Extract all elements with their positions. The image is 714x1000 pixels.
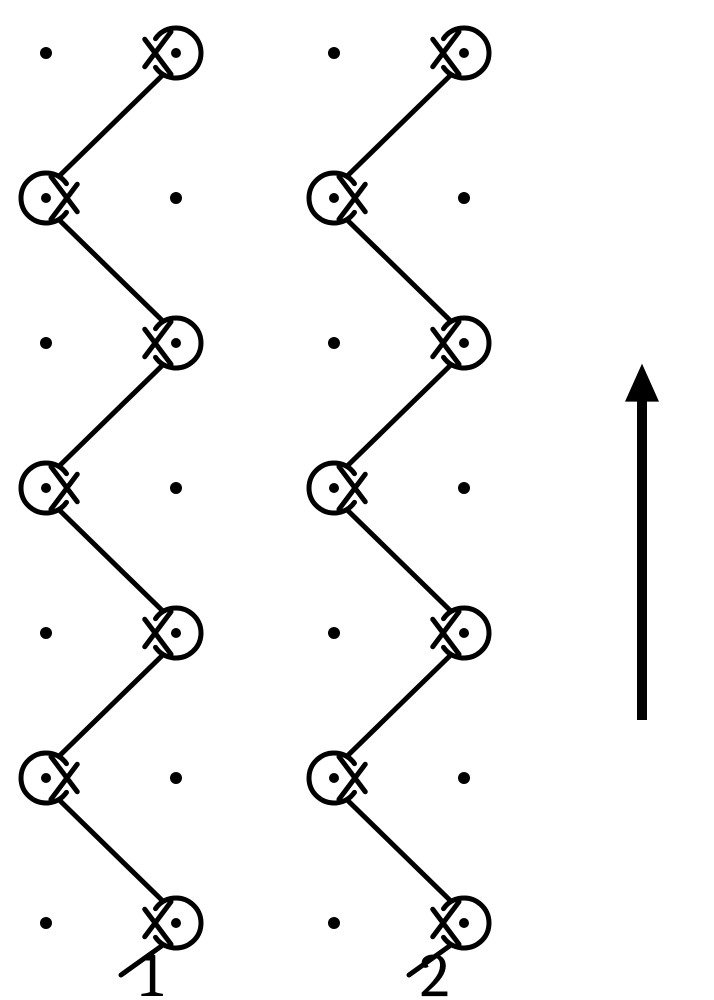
grid-dot — [170, 772, 182, 784]
loop-center-dot — [329, 773, 339, 783]
yarn-segment — [348, 801, 451, 901]
yarn-segment — [60, 511, 163, 611]
loop-center-dot — [329, 193, 339, 203]
loop-center-dot — [171, 338, 181, 348]
column-label: 1 — [140, 940, 164, 1000]
grid-dot — [458, 482, 470, 494]
loop-center-dot — [329, 483, 339, 493]
grid-dot — [458, 772, 470, 784]
direction-arrow-head — [625, 364, 659, 402]
yarn-segment — [60, 656, 163, 756]
yarn-segment — [60, 221, 163, 321]
grid-dot — [458, 192, 470, 204]
yarn-segment — [60, 76, 163, 176]
yarn-segment — [60, 366, 163, 466]
column-label: 2 — [420, 940, 449, 1000]
grid-dot — [170, 482, 182, 494]
grid-dot — [40, 47, 52, 59]
loop-center-dot — [41, 483, 51, 493]
grid-dot — [328, 627, 340, 639]
grid-dot — [328, 47, 340, 59]
loop-center-dot — [459, 918, 469, 928]
yarn-segment — [348, 76, 451, 176]
yarn-segment — [348, 511, 451, 611]
loop-center-dot — [41, 773, 51, 783]
grid-dot — [40, 627, 52, 639]
yarn-segment — [60, 801, 163, 901]
yarn-segment — [348, 221, 451, 321]
grid-dot — [170, 192, 182, 204]
loop-center-dot — [171, 918, 181, 928]
loop-center-dot — [171, 628, 181, 638]
grid-dot — [40, 337, 52, 349]
grid-dot — [40, 917, 52, 929]
grid-dot — [328, 337, 340, 349]
loop-center-dot — [41, 193, 51, 203]
loop-center-dot — [459, 48, 469, 58]
yarn-segment — [348, 366, 451, 466]
grid-dot — [328, 917, 340, 929]
yarn-segment — [348, 656, 451, 756]
loop-center-dot — [459, 628, 469, 638]
loop-center-dot — [459, 338, 469, 348]
diagram-canvas: 12 — [0, 0, 714, 1000]
loop-center-dot — [171, 48, 181, 58]
